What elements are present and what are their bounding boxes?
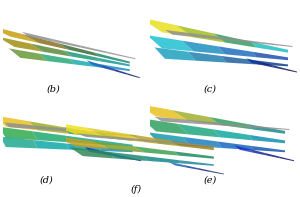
Text: (c): (c) (203, 85, 217, 94)
Text: (d): (d) (39, 175, 53, 184)
Text: (b): (b) (46, 85, 60, 94)
Text: (e): (e) (203, 175, 217, 184)
Text: (f): (f) (131, 184, 142, 193)
